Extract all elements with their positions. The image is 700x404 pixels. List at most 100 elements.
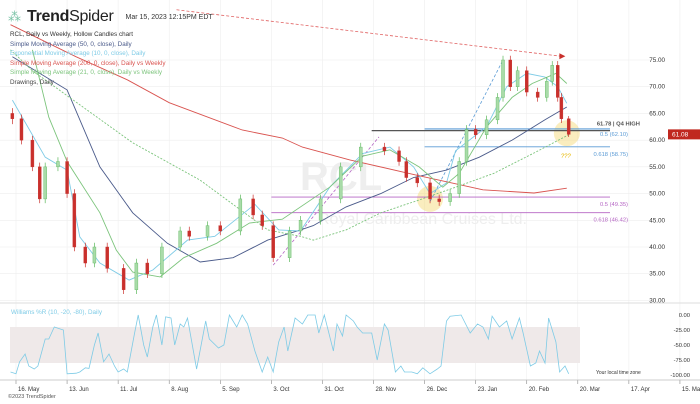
williams-tick-label: -100.00 xyxy=(670,373,690,379)
candle-body xyxy=(415,177,419,184)
watermark-name: Royal Caribbean Cruises Ltd. xyxy=(318,211,527,228)
candle-body xyxy=(287,230,292,258)
fib-level-label: 0.5 (49.35) xyxy=(600,202,628,208)
candle-body xyxy=(218,225,222,232)
candle-body xyxy=(260,214,264,226)
fib-level-label: 0.618 (46.42) xyxy=(594,218,629,224)
candle-body xyxy=(10,113,15,119)
legend-chart-title[interactable]: RCL, Daily vs Weekly, Hollow Candles cha… xyxy=(10,31,133,38)
highlight-circle xyxy=(553,120,580,147)
trendspider-logo-icon: ⁂ xyxy=(8,9,21,24)
sma21-line xyxy=(31,49,568,278)
x-tick-label: 16. May xyxy=(18,387,39,393)
legend-sma200[interactable]: Simple Moving Average (200, 0, close), D… xyxy=(10,59,166,67)
candle-body xyxy=(145,262,150,274)
blue-support-trendline xyxy=(429,59,504,202)
williams-tick-label: -50.00 xyxy=(674,343,690,349)
x-tick-label: 5. Sep xyxy=(222,387,240,393)
sma200-line xyxy=(10,24,567,194)
candle-body xyxy=(566,118,571,135)
candle-body xyxy=(121,268,126,290)
candle-body xyxy=(134,262,139,290)
candle-body xyxy=(448,193,452,202)
candle-body xyxy=(83,246,88,264)
candle-body xyxy=(178,230,182,248)
williams-band xyxy=(10,327,580,363)
arrow-icon xyxy=(559,53,566,60)
candle-body xyxy=(72,193,77,248)
williams-tick-label: 0.00 xyxy=(679,313,690,319)
williams-tick-label: -75.00 xyxy=(674,358,690,364)
candle-body xyxy=(92,246,97,264)
x-tick-label: 8. Aug xyxy=(171,387,188,393)
candle-body xyxy=(38,166,42,200)
x-tick-label: 26. Dec xyxy=(427,387,448,393)
candle-body xyxy=(187,230,191,237)
x-tick-label: 20. Feb xyxy=(529,387,550,393)
candle-body xyxy=(550,65,554,82)
y-tick-label: 40.00 xyxy=(649,244,665,251)
x-tick-label: 15. May xyxy=(682,387,700,393)
candle-body xyxy=(397,150,401,162)
y-tick-label: 65.00 xyxy=(649,110,665,117)
candle-body xyxy=(404,161,409,178)
candle-body xyxy=(65,161,69,194)
x-tick-label: 3. Oct xyxy=(273,387,289,393)
candle-body xyxy=(525,70,529,93)
candle-body xyxy=(382,146,387,152)
y-tick-label: 45.00 xyxy=(649,217,665,224)
candle-body xyxy=(271,225,275,258)
candle-body xyxy=(457,161,461,194)
candle-body xyxy=(205,225,210,237)
candle-body xyxy=(105,246,109,269)
candle-body xyxy=(428,182,432,200)
candle-body xyxy=(56,161,60,168)
candle-body xyxy=(495,97,500,121)
candle-body xyxy=(251,198,255,216)
brand-bold: Trend xyxy=(27,8,70,25)
candle-body xyxy=(338,166,343,200)
candle-body xyxy=(556,65,560,98)
legend-sma21[interactable]: Simple Moving Average (21, 0, close), Da… xyxy=(10,69,163,76)
candle-body xyxy=(30,139,35,168)
candle-body xyxy=(318,198,323,221)
candle-body xyxy=(359,146,363,168)
candle-body xyxy=(508,59,513,87)
last-price-tag xyxy=(668,129,700,140)
y-tick-label: 35.00 xyxy=(649,271,665,278)
timezone-label[interactable]: Your local time zone xyxy=(596,370,641,376)
candle-body xyxy=(484,119,489,136)
legend-drawings[interactable]: Drawings, Daily xyxy=(10,78,54,86)
brand-light: Spider xyxy=(69,8,114,25)
copyright: ©2023 TrendSpider xyxy=(8,394,56,400)
legend-ema10[interactable]: Exponential Moving Average (10, 0, close… xyxy=(10,50,146,57)
timestamp: Mar 15, 2023 12:15PM EDT xyxy=(125,13,213,21)
fib-level-label: 61.78 | Q4 HIGH xyxy=(597,122,640,128)
y-tick-label: 75.00 xyxy=(649,57,665,64)
williams-tick-label: -25.00 xyxy=(674,328,690,334)
williams-r-label[interactable]: Williams %R (10, -20, -80), Daily xyxy=(11,309,102,316)
candle-body xyxy=(559,97,564,119)
candle-body xyxy=(43,166,47,200)
y-tick-label: 55.00 xyxy=(649,164,665,171)
candle-body xyxy=(515,70,520,87)
sma21-weekly-line xyxy=(10,49,569,241)
candle-body xyxy=(19,118,24,141)
fib-level-label: 0.618 (58.75) xyxy=(594,152,629,158)
x-tick-label: 13. Jun xyxy=(69,387,89,393)
candle-body xyxy=(501,59,505,98)
candle-body xyxy=(160,246,164,274)
candle-body xyxy=(238,198,243,232)
williams-r-line xyxy=(10,313,570,375)
x-tick-label: 17. Apr xyxy=(631,387,650,393)
x-tick-label: 20. Mar xyxy=(580,387,600,393)
candle-body xyxy=(437,198,441,202)
header: ⁂ TrendSpider Mar 15, 2023 12:15PM EDT xyxy=(8,8,213,26)
brand-logo: TrendSpider xyxy=(27,8,114,26)
y-tick-label: 60.00 xyxy=(649,137,665,144)
x-tick-label: 23. Jan xyxy=(478,387,498,393)
x-tick-label: 31. Oct xyxy=(324,387,344,393)
candle-body xyxy=(473,129,478,136)
legend-sma50[interactable]: Simple Moving Average (50, 0, close), Da… xyxy=(10,40,132,48)
